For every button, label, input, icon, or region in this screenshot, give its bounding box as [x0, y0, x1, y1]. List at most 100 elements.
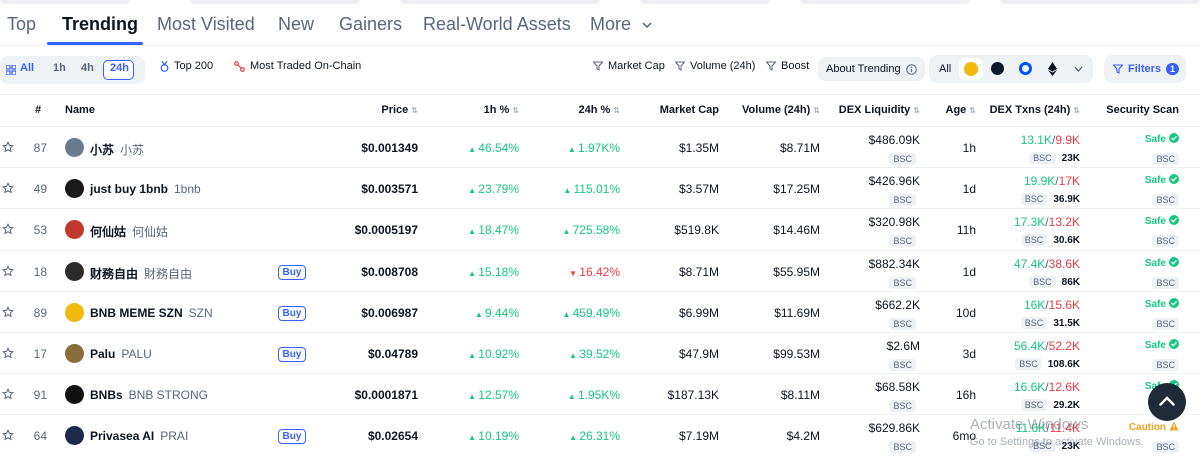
buy-button[interactable]: Buy — [278, 429, 306, 445]
tab-most-visited[interactable]: Most Visited — [157, 14, 255, 34]
header-1h[interactable]: 1h % ⇅ — [484, 104, 519, 116]
security-status[interactable]: Safe — [1145, 133, 1179, 146]
table-row[interactable]: 89 BNB MEME SZN SZN Buy $0.006987 ▲ 9.44% ▲ 45… — [0, 290, 1200, 332]
time-filter-all[interactable]: All — [20, 62, 35, 74]
header-volume[interactable]: Volume (24h) ⇅ — [742, 104, 820, 116]
boost-filter[interactable]: Boost — [766, 60, 809, 72]
txns-buys: 16.6K — [1013, 380, 1046, 395]
table-row[interactable]: 49 just buy 1bnb 1bnb $0.003571 ▲ 23.79% ▲ 11… — [0, 167, 1200, 208]
volume-filter[interactable]: Volume (24h) — [675, 60, 755, 72]
table-row[interactable]: 91 BNBs BNB STRONG $0.0001871 ▲ 12.57% ▲ 1.95… — [0, 373, 1200, 414]
table-row[interactable]: 53 何仙姑 何仙姑 $0.0005197 ▲ 18.47% ▲ 725.58% $519.… — [0, 208, 1200, 249]
chain-tag: BSC — [1029, 275, 1056, 288]
token-name[interactable]: 小苏 小苏 — [90, 141, 144, 158]
tab-new[interactable]: New — [278, 14, 315, 34]
star-icon[interactable] — [2, 140, 14, 158]
age-value: 16h — [955, 388, 976, 403]
security-label: Safe — [1144, 216, 1166, 228]
security-status[interactable]: Safe — [1145, 297, 1179, 311]
header-dex-liquidity[interactable]: DEX Liquidity ⇅ — [839, 104, 920, 116]
caret-up-icon: ▲ — [474, 309, 485, 319]
security-status[interactable]: Safe — [1145, 339, 1179, 352]
header-price[interactable]: Price ⇅ — [381, 104, 418, 116]
age-value: 6mo — [952, 429, 976, 444]
tab-top[interactable]: Top — [7, 14, 37, 34]
time-filter-4h[interactable]: 4h — [81, 62, 94, 74]
star-icon[interactable] — [2, 346, 14, 364]
chain-bsc-selected[interactable] — [959, 58, 983, 80]
star-icon[interactable] — [2, 305, 14, 323]
security-status[interactable]: Safe — [1145, 174, 1179, 187]
token-name[interactable]: 财務自由 財務自由 — [90, 265, 192, 282]
buy-button[interactable]: Buy — [278, 264, 306, 280]
rank-value: 49 — [33, 182, 47, 197]
base-chain-icon[interactable] — [1019, 62, 1032, 75]
table-row[interactable]: 64 Privasea AI PRAI Buy $0.02654 ▲ 10.19% ▲ 26… — [0, 414, 1200, 455]
header-market-cap[interactable]: Market Cap — [659, 104, 719, 116]
top-200-chip[interactable]: Top 200 — [160, 60, 213, 72]
most-traded-chip[interactable]: Most Traded On-Chain — [234, 60, 361, 72]
table-row[interactable]: 17 Palu PALU Buy $0.04789 ▲ 10.92% ▲ 39.52% $47… — [0, 332, 1200, 373]
tab-real-world-assets[interactable]: Real-World Assets — [423, 14, 571, 34]
txns-sells: 52.2K — [1048, 339, 1080, 353]
market-cap-filter[interactable]: Market Cap — [593, 60, 665, 72]
check-circle-icon — [1169, 174, 1179, 187]
header-name[interactable]: Name — [65, 104, 95, 116]
token-name[interactable]: BNB MEME SZN SZN — [90, 306, 213, 320]
token-name[interactable]: 何仙姑 何仙姑 — [90, 223, 168, 240]
header-dex-txns[interactable]: DEX Txns (24h) ⇅ — [990, 104, 1080, 116]
change-24h-value: 725.58% — [572, 223, 620, 238]
dex-txns: 16.6K/12.6K — [1014, 380, 1080, 394]
dex-liquidity-value: $426.96K — [868, 174, 920, 189]
dex-liquidity-value: $68.58K — [875, 380, 920, 395]
tab-more[interactable]: More — [590, 14, 652, 35]
rank-value: 89 — [33, 305, 47, 320]
buy-button[interactable]: Buy — [278, 347, 306, 362]
check-circle-icon — [1169, 215, 1179, 228]
txns-separator: / — [1055, 174, 1059, 189]
security-status[interactable]: Safe — [1145, 256, 1179, 270]
age-value: 11h — [956, 223, 976, 238]
buy-button[interactable]: Buy — [278, 305, 306, 321]
filters-button[interactable]: Filters 1 — [1104, 55, 1186, 83]
table-row[interactable]: 18 财務自由 財務自由 Buy $0.008708 ▲ 15.18% ▼ 16.42% $8… — [0, 249, 1200, 291]
price-value: $0.001349 — [361, 141, 418, 155]
star-icon[interactable] — [2, 387, 14, 405]
token-name[interactable]: Privasea AI PRAI — [90, 429, 188, 443]
star-icon[interactable] — [2, 222, 14, 240]
time-filter-1h[interactable]: 1h — [53, 62, 66, 74]
token-symbol: 1bnb — [174, 182, 201, 197]
star-icon[interactable] — [2, 181, 14, 199]
security-status[interactable]: Safe — [1145, 215, 1179, 228]
security-status[interactable]: Caution — [1129, 421, 1179, 434]
about-trending-button[interactable]: About Trending — [818, 57, 925, 81]
txns-total-value: 108.6K — [1047, 359, 1080, 370]
solana-chain-icon[interactable] — [991, 62, 1004, 75]
token-name[interactable]: just buy 1bnb 1bnb — [90, 182, 201, 196]
star-icon[interactable] — [2, 428, 14, 446]
header-rank[interactable]: # — [35, 104, 42, 116]
most-traded-label: Most Traded On-Chain — [250, 60, 362, 72]
chevron-down-icon[interactable] — [1074, 66, 1083, 72]
tab-trending[interactable]: Trending — [62, 14, 138, 34]
sort-icon: ⇅ — [613, 106, 620, 115]
dex-txns: 56.4K/52.2K — [1014, 339, 1080, 353]
table-row[interactable]: 87 小苏 小苏 $0.001349 ▲ 46.54% ▲ 1.97K% $1.35M $8.… — [0, 126, 1200, 167]
dex-txns-total: BSC 31.5K — [1020, 315, 1080, 329]
about-trending-label: About Trending — [826, 63, 901, 75]
time-filter-24h[interactable]: 24h — [110, 62, 129, 74]
header-security-scan[interactable]: Security Scan — [1106, 104, 1179, 116]
dex-liquidity-value: $629.86K — [868, 421, 920, 436]
star-icon[interactable] — [2, 264, 14, 282]
token-name[interactable]: Palu PALU — [90, 347, 152, 361]
header-age[interactable]: Age ⇅ — [946, 104, 976, 116]
tab-gainers[interactable]: Gainers — [339, 14, 403, 34]
change-24h: ▲ 1.97K% — [568, 141, 620, 155]
chain-all[interactable]: All — [939, 63, 952, 75]
txns-total-value: 31.5K — [1053, 317, 1080, 329]
top-200-label: Top 200 — [174, 60, 214, 72]
scroll-to-top-button[interactable] — [1148, 383, 1186, 421]
header-24h[interactable]: 24h % ⇅ — [579, 104, 621, 116]
ethereum-chain-icon[interactable] — [1048, 62, 1057, 76]
token-name[interactable]: BNBs BNB STRONG — [90, 388, 208, 402]
